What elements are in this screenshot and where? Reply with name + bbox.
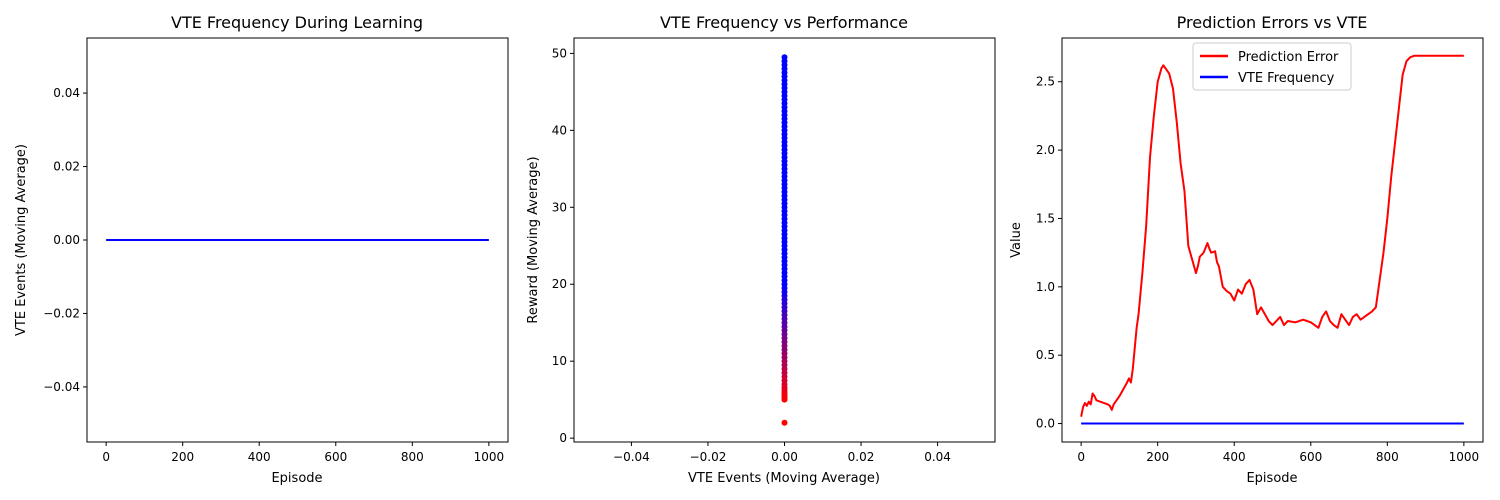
y-tick-label: 0 (559, 431, 567, 445)
y-tick-label: 0.0 (1036, 417, 1055, 431)
chart-prediction-errors-vs-vte: Prediction Errors vs VTE 0 200 400 600 800 10… (1009, 13, 1484, 486)
chart-1-xlabel: Episode (271, 471, 322, 486)
y-tick-label: 50 (552, 46, 567, 60)
chart-2-xlabel: VTE Events (Moving Average) (688, 471, 880, 486)
x-tick-label: 400 (248, 450, 271, 464)
x-tick-label: 0 (1077, 450, 1085, 464)
x-tick-label: 0.00 (771, 450, 798, 464)
scatter-point (781, 419, 788, 426)
x-tick-label: 400 (1223, 450, 1246, 464)
chart-1-ylabel: VTE Events (Moving Average) (14, 144, 29, 336)
y-tick-label: 2.5 (1036, 75, 1055, 89)
y-tick-label: 10 (552, 354, 567, 368)
x-tick-label: 0.02 (848, 450, 875, 464)
x-tick-label: 200 (1146, 450, 1169, 464)
chart-2-frame (573, 37, 996, 443)
chart-vte-frequency-vs-performance: VTE Frequency vs Performance −0.04 −0.02 0… (526, 13, 996, 486)
legend-box (1192, 42, 1352, 91)
y-tick-label: 0.5 (1036, 348, 1055, 362)
x-tick-label: 1000 (474, 450, 505, 464)
legend-label-vte-frequency: VTE Frequency (1238, 71, 1335, 86)
chart-3-legend: Prediction Error VTE Frequency (1192, 42, 1352, 91)
x-tick-label: −0.02 (690, 450, 727, 464)
x-tick-label: 600 (324, 450, 347, 464)
chart-3-frame (1061, 37, 1484, 443)
y-tick-label: 2.0 (1036, 143, 1055, 157)
x-tick-label: 200 (171, 450, 194, 464)
series-line-prediction-error (1080, 54, 1464, 417)
x-tick-label: 1000 (1449, 450, 1480, 464)
x-tick-label: 800 (1376, 450, 1399, 464)
chart-2-ylabel: Reward (Moving Average) (526, 156, 541, 323)
chart-3-xlabel: Episode (1246, 471, 1297, 486)
legend-label-prediction-error: Prediction Error (1238, 50, 1339, 65)
y-tick-label: 1.5 (1036, 211, 1055, 225)
chart-3-ylabel: Value (1009, 222, 1024, 258)
y-tick-label: 0.02 (53, 160, 80, 174)
chart-vte-frequency-during-learning: VTE Frequency During Learning 0 200 400 600… (14, 13, 509, 486)
y-tick-label: 0.00 (53, 233, 80, 247)
y-tick-label: −0.04 (43, 380, 80, 394)
y-tick-label: 1.0 (1036, 280, 1055, 294)
y-tick-label: 0.04 (53, 86, 80, 100)
x-tick-label: 0 (102, 450, 110, 464)
y-tick-label: −0.02 (43, 306, 80, 320)
chart-1-title: VTE Frequency During Learning (171, 13, 423, 32)
x-tick-label: 800 (401, 450, 424, 464)
x-tick-label: −0.04 (613, 450, 650, 464)
scatter-point (781, 54, 788, 61)
chart-1-frame (86, 37, 509, 443)
x-tick-label: 600 (1299, 450, 1322, 464)
y-tick-label: 40 (552, 123, 567, 137)
y-tick-label: 30 (552, 200, 567, 214)
chart-3-title: Prediction Errors vs VTE (1177, 13, 1368, 32)
y-tick-label: 20 (552, 277, 567, 291)
x-tick-label: 0.04 (924, 450, 951, 464)
chart-2-title: VTE Frequency vs Performance (660, 13, 908, 32)
